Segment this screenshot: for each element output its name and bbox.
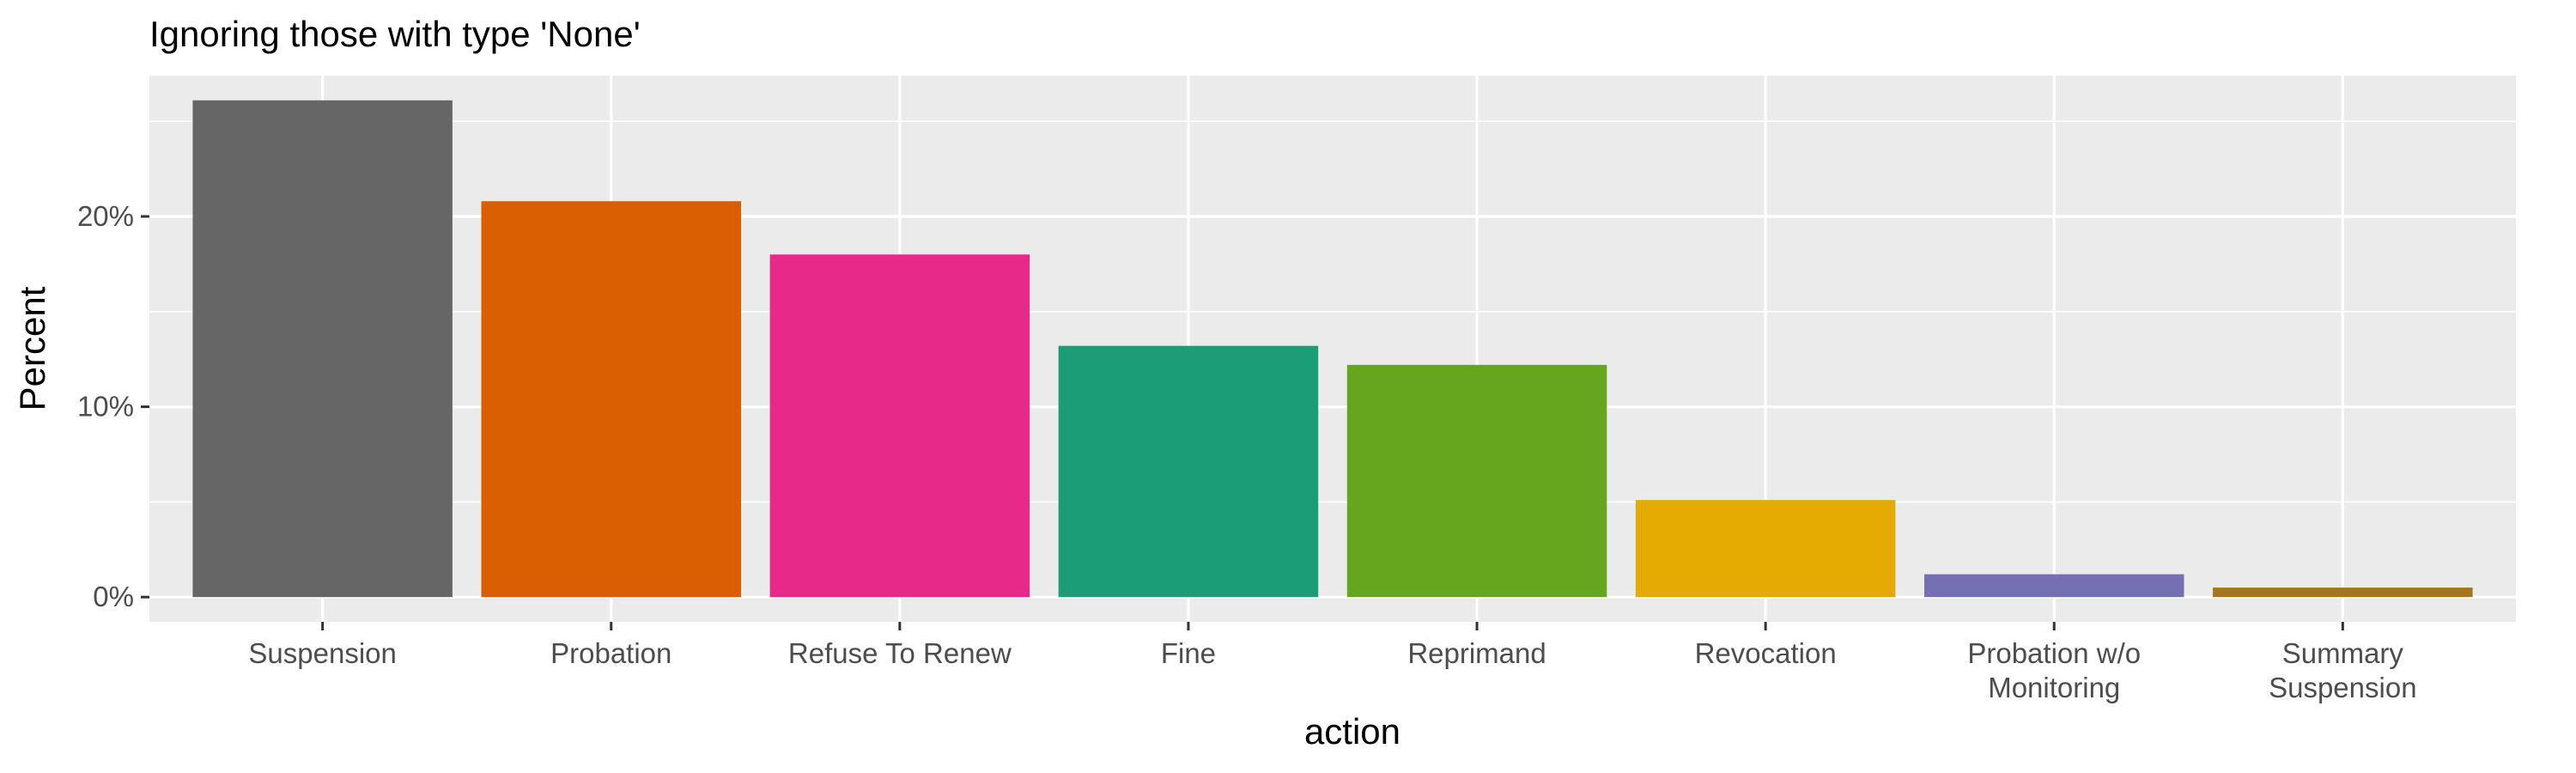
x-tick-label-line: Probation — [550, 637, 671, 669]
x-tick-label-line: Fine — [1161, 637, 1216, 669]
x-tick-label: Reprimand — [1407, 637, 1546, 669]
x-tick-label: Fine — [1161, 637, 1216, 669]
x-tick-label-line: Monitoring — [1988, 672, 2120, 703]
x-tick-label: Probation — [550, 637, 671, 669]
bar-probation-w-o-monitoring — [1924, 574, 2184, 598]
x-tick-label-line: Suspension — [248, 637, 396, 669]
x-tick-label-line: Refuse To Renew — [788, 637, 1012, 669]
bar-probation — [481, 201, 741, 598]
x-tick-label: Revocation — [1695, 637, 1837, 669]
x-tick-label: Refuse To Renew — [788, 637, 1012, 669]
y-tick-label: 10% — [77, 391, 134, 423]
bar-reprimand — [1346, 364, 1607, 598]
x-axis: Suspension Probation Refuse To Renew Fine Re… — [248, 622, 2417, 703]
bar-summary-suspension — [2213, 587, 2473, 598]
x-tick-label-line: Revocation — [1695, 637, 1837, 669]
bars — [192, 100, 2473, 598]
y-axis: 0% 10% 20% — [77, 200, 149, 612]
x-tick-label-line: Probation w/o — [1967, 637, 2141, 669]
y-tick-label: 0% — [93, 581, 134, 612]
x-tick-label-line: Summary — [2282, 637, 2404, 669]
x-tick-label: Suspension — [248, 637, 396, 669]
y-tick-label: 20% — [77, 200, 134, 232]
bar-refuse-to-renew — [769, 254, 1030, 598]
x-tick-label: Summary Suspension — [2269, 637, 2416, 703]
chart-title: Ignoring those with type 'None' — [149, 14, 641, 54]
y-axis-title: Percent — [12, 286, 52, 411]
x-tick-label-line: Suspension — [2269, 672, 2416, 703]
x-axis-title: action — [1304, 711, 1400, 752]
bar-suspension — [192, 100, 453, 598]
x-tick-label: Probation w/o Monitoring — [1967, 637, 2141, 703]
bar-fine — [1058, 345, 1319, 598]
x-tick-label-line: Reprimand — [1407, 637, 1546, 669]
bar-revocation — [1635, 500, 1896, 598]
